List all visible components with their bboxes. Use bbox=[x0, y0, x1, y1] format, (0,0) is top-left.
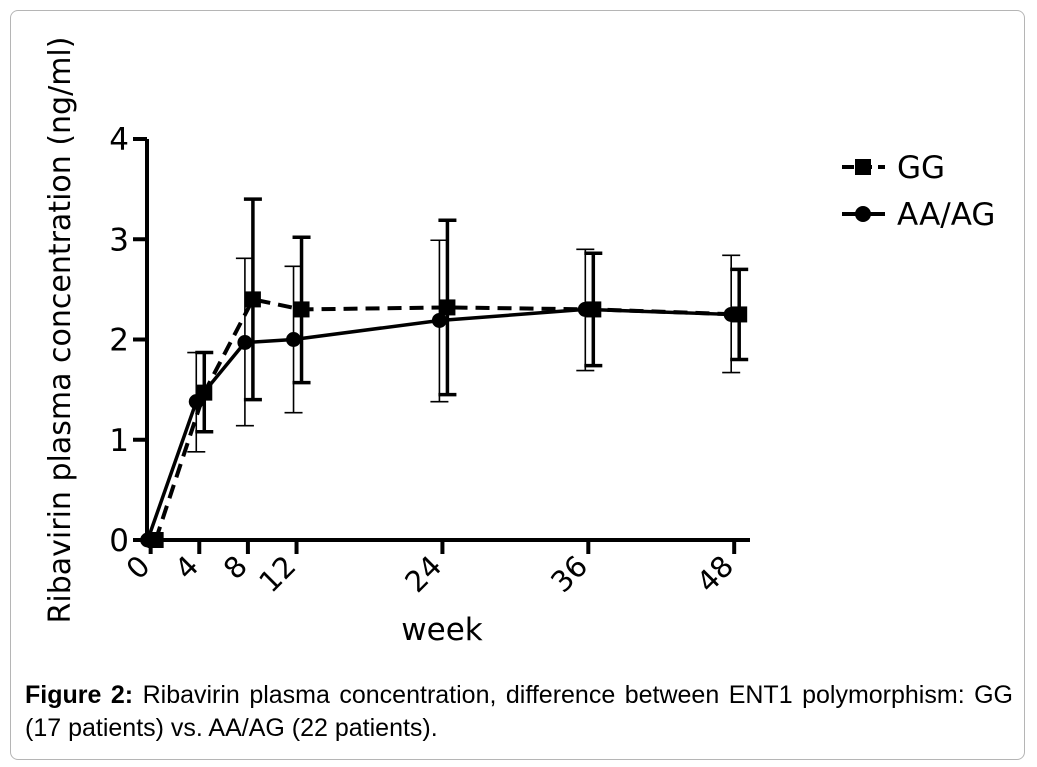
data-point bbox=[723, 306, 739, 322]
x-tick-label: 12 bbox=[252, 549, 302, 599]
data-point bbox=[237, 335, 253, 351]
x-tick-label: 48 bbox=[690, 549, 740, 599]
caption-text: Ribavirin plasma concentration, differen… bbox=[25, 681, 1014, 742]
x-tick-label: 24 bbox=[398, 549, 448, 599]
y-axis-label: Ribavirin plasma concentration (ng/ml) bbox=[43, 37, 78, 624]
figure-caption: Figure 2: Ribavirin plasma concentration… bbox=[25, 679, 1013, 745]
data-point bbox=[293, 301, 310, 318]
x-tick-label: 36 bbox=[544, 549, 594, 599]
figure-frame bbox=[10, 10, 1025, 760]
series-gg bbox=[147, 197, 749, 548]
y-tick-label: 0 bbox=[109, 523, 129, 559]
legend-item: AA/AG bbox=[842, 197, 995, 233]
data-point bbox=[244, 291, 261, 308]
data-point bbox=[286, 332, 302, 347]
x-tick-label: 4 bbox=[168, 549, 205, 586]
y-tick-label: 2 bbox=[109, 323, 129, 359]
legend-item: GG bbox=[842, 150, 945, 186]
data-point bbox=[188, 394, 204, 410]
series-aa-ag bbox=[140, 239, 741, 548]
x-tick-label: 8 bbox=[217, 549, 254, 586]
legend-label: AA/AG bbox=[897, 197, 995, 233]
data-point bbox=[140, 532, 156, 548]
y-tick-label: 1 bbox=[109, 423, 129, 459]
data-point bbox=[439, 299, 456, 316]
legend-label: GG bbox=[897, 150, 945, 186]
y-tick-label: 4 bbox=[109, 122, 129, 158]
data-point bbox=[431, 312, 447, 328]
legend-marker bbox=[855, 206, 871, 222]
y-tick-label: 3 bbox=[109, 222, 129, 258]
data-point bbox=[577, 301, 593, 317]
caption-label: Figure 2: bbox=[25, 681, 134, 709]
chart-legend: GG AA/AG bbox=[842, 150, 995, 233]
x-axis-label: week bbox=[401, 612, 482, 648]
chart-series-layer bbox=[140, 197, 749, 548]
legend-marker bbox=[855, 159, 871, 175]
